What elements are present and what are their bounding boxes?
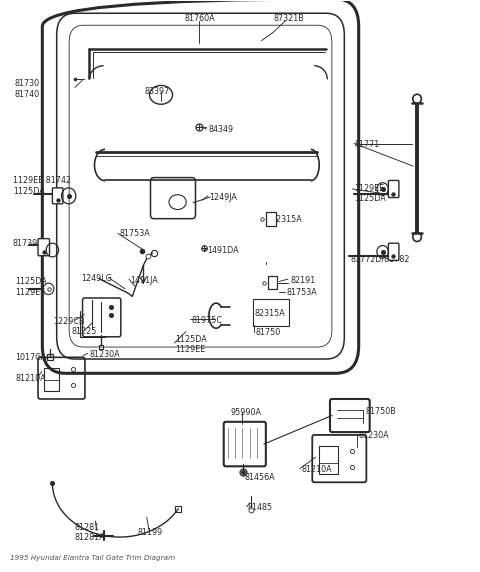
Text: 81281
81281A: 81281 81281A xyxy=(75,523,106,542)
Text: 1129EE
1125DA: 1129EE 1125DA xyxy=(354,184,385,203)
Text: 1125DA
1129EE: 1125DA 1129EE xyxy=(175,335,207,354)
Text: 82315A: 82315A xyxy=(271,215,302,224)
Text: 84349: 84349 xyxy=(209,125,234,134)
Text: 81230A: 81230A xyxy=(89,350,120,359)
Text: 81230A: 81230A xyxy=(359,431,389,440)
Bar xyxy=(266,212,276,225)
FancyBboxPatch shape xyxy=(38,239,49,256)
Text: 81753A: 81753A xyxy=(287,288,318,297)
Text: 1129EE 81742
1125DA: 1129EE 81742 1125DA xyxy=(12,176,71,196)
Bar xyxy=(268,276,277,289)
Text: 81760A: 81760A xyxy=(185,14,216,23)
Text: 81772D/81782: 81772D/81782 xyxy=(350,254,409,263)
Text: 81210A: 81210A xyxy=(15,374,46,383)
Text: 82315A: 82315A xyxy=(254,309,285,318)
Text: 1125DA
1129EE: 1125DA 1129EE xyxy=(15,277,47,297)
Text: 87321B: 87321B xyxy=(274,14,304,23)
Text: 1249JA: 1249JA xyxy=(209,193,237,202)
FancyBboxPatch shape xyxy=(52,188,63,204)
Text: 81485: 81485 xyxy=(248,503,273,512)
Text: 1017CA: 1017CA xyxy=(15,353,46,362)
Text: 81739: 81739 xyxy=(12,239,38,248)
Bar xyxy=(319,446,338,474)
Bar xyxy=(253,299,289,326)
Text: 1491DA: 1491DA xyxy=(207,246,239,255)
Text: 81750: 81750 xyxy=(256,328,281,337)
Text: 81199: 81199 xyxy=(137,528,162,537)
FancyBboxPatch shape xyxy=(388,180,399,197)
Bar xyxy=(44,368,59,391)
Text: 81210A: 81210A xyxy=(301,465,332,474)
Text: 82191: 82191 xyxy=(290,276,315,285)
Text: 81730
81740: 81730 81740 xyxy=(14,80,39,99)
Text: 1249LG: 1249LG xyxy=(81,274,112,283)
Text: 81225: 81225 xyxy=(72,327,97,336)
Text: 81750B: 81750B xyxy=(365,407,396,416)
Text: 81456A: 81456A xyxy=(245,472,276,482)
Text: 1995 Hyundai Elantra Tail Gate Trim Diagram: 1995 Hyundai Elantra Tail Gate Trim Diag… xyxy=(10,555,176,561)
Text: 83397: 83397 xyxy=(144,88,169,97)
Text: 81753A: 81753A xyxy=(120,229,150,238)
FancyBboxPatch shape xyxy=(388,243,399,260)
Text: ': ' xyxy=(265,261,268,271)
Text: 1491JA: 1491JA xyxy=(130,276,157,285)
Text: 1229CB: 1229CB xyxy=(53,317,85,326)
Text: 95990A: 95990A xyxy=(230,408,262,417)
Text: 81771: 81771 xyxy=(355,140,380,149)
Text: 81975C: 81975C xyxy=(191,316,222,325)
